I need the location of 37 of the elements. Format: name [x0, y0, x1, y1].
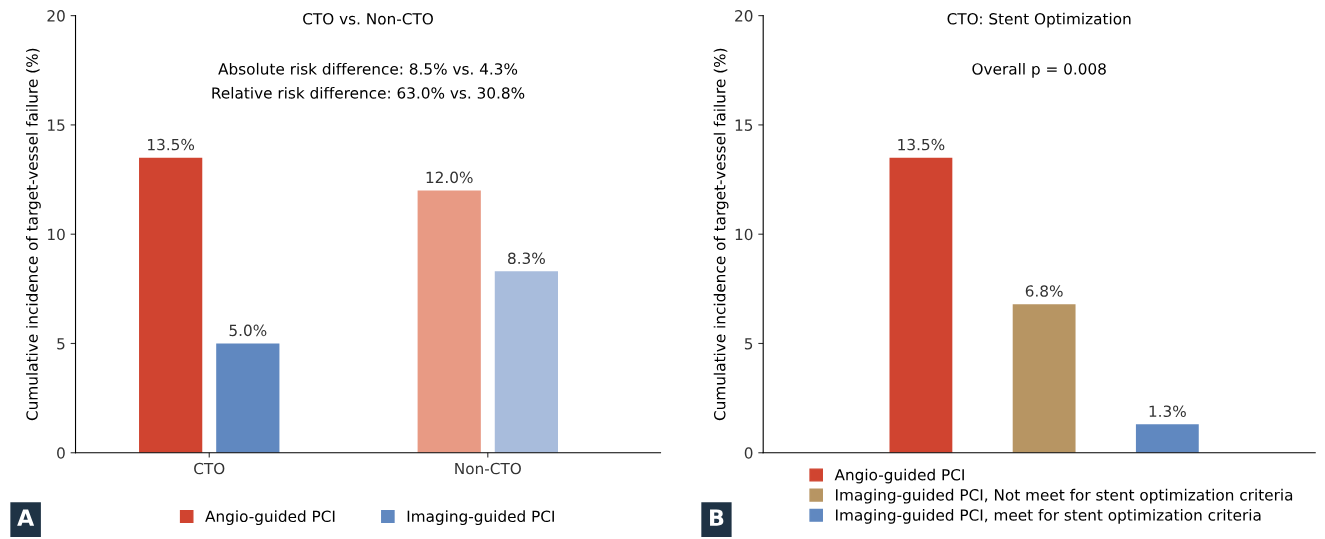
annotation: Absolute risk difference: 8.5% vs. 4.3% — [218, 62, 518, 75]
chart-title: CTO vs. Non-CTO — [303, 13, 433, 25]
y-tick-label: 20 — [735, 10, 753, 22]
y-tick-label: 15 — [48, 119, 65, 131]
text: B — [710, 509, 724, 526]
data-label: 13.5% — [148, 138, 195, 151]
y-tick-label: 10 — [735, 228, 753, 241]
legend-label: Imaging-guided PCI, Not meet for stent optimization criteria — [836, 488, 1293, 504]
y-tick-label: 20 — [47, 10, 65, 22]
y-tick-label: 0 — [57, 447, 65, 459]
bar — [216, 343, 280, 453]
legend-label: Angio-guided PCI — [205, 510, 335, 526]
legend-label: Imaging-guided PCI — [407, 510, 554, 526]
data-label: 5.0% — [229, 324, 267, 337]
data-label: 6.8% — [1025, 285, 1063, 297]
y-tick-label: 15 — [735, 119, 753, 131]
y-axis-title: Cumulative incidence of target-vessel failure (%) — [26, 48, 41, 421]
y-tick-label: 5 — [744, 338, 753, 350]
legend-label: Angio-guided PCI — [834, 468, 964, 484]
annotation: Overall p = 0.008 — [972, 62, 1106, 78]
y-axis-title: Cumulative incidence of target-vessel failure (%) — [713, 48, 729, 421]
bar — [417, 190, 481, 453]
data-label: 8.3% — [508, 252, 545, 265]
annotation: Relative risk difference: 63.0% vs. 30.8% — [212, 86, 525, 99]
y-tick-label: 0 — [744, 447, 753, 459]
legend-label: Imaging-guided PCI, meet for stent optimization criteria — [836, 508, 1261, 524]
data-label: 1.3% — [1149, 405, 1186, 418]
data-label: 12.0% — [426, 171, 473, 184]
text: A — [17, 509, 35, 526]
chart-title: CTO: Stent Optimization — [947, 12, 1131, 28]
data-label: 13.5% — [898, 138, 945, 151]
y-tick-label: 5 — [57, 338, 65, 350]
bar — [494, 271, 558, 453]
x-tick-label: Non-CTO — [455, 462, 521, 475]
bar — [139, 157, 203, 453]
y-tick-label: 10 — [48, 228, 65, 241]
x-tick-label: CTO — [194, 462, 225, 475]
